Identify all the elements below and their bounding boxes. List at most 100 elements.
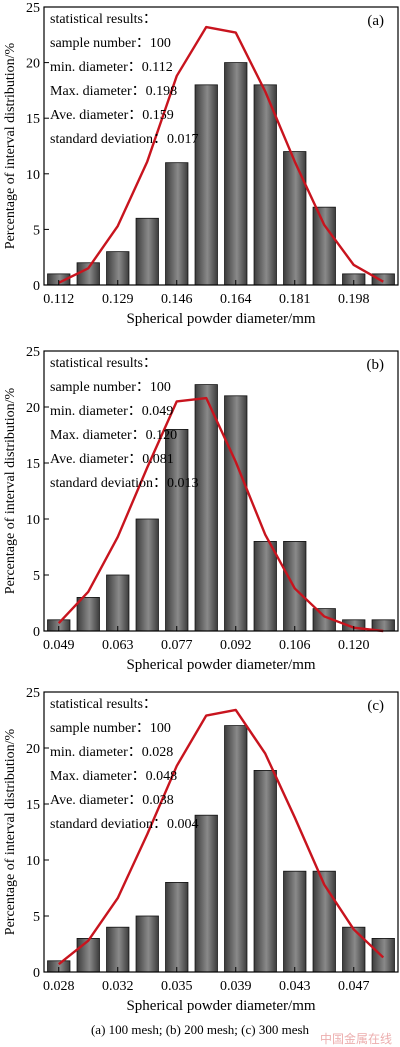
bar	[135, 518, 159, 632]
y-axis-label: Percentage of interval distribution/%	[3, 728, 18, 935]
plot-frame	[43, 350, 399, 632]
y-tick-label: 0	[33, 966, 40, 981]
distribution-fit-curve	[58, 708, 385, 966]
bar	[106, 251, 130, 286]
bar	[224, 395, 248, 632]
bar	[135, 217, 159, 286]
x-tick-label: 0.028	[43, 979, 75, 994]
bar	[253, 770, 277, 973]
x-tick-label: 0.146	[161, 292, 193, 307]
x-tick-label: 0.063	[102, 638, 134, 653]
stats-line: standard deviation：0.004	[50, 817, 199, 832]
x-tick-label: 0.077	[161, 638, 193, 653]
bar	[76, 262, 100, 286]
bar	[76, 597, 100, 632]
stats-line: Max. diameter：0.048	[50, 769, 177, 784]
x-tick-label: 0.092	[220, 638, 252, 653]
y-tick-label: 5	[33, 223, 40, 238]
bar	[165, 162, 189, 286]
x-tick-label: 0.047	[338, 979, 370, 994]
chart-panel-3: 0 5 10 15 20 25 0.028 0.032 0.035 0.039 0.043 0.047…	[3, 686, 399, 1014]
panel-label: (c)	[367, 698, 384, 714]
watermark: 中国金属在线	[319, 1032, 392, 1046]
stats-line: standard deviation：0.017	[50, 132, 199, 147]
x-tick-label: 0.129	[102, 292, 134, 307]
chart-panel-1: 0 5 10 15 20 25 0.112 0.129 0.146 0.164 0.181 0.198…	[3, 1, 399, 327]
distribution-fit-curve	[58, 25, 384, 284]
stats-line: min. diameter：0.112	[50, 60, 173, 75]
stats-line: statistical results：	[50, 697, 157, 712]
stats-line: Ave. diameter：0.038	[50, 793, 174, 808]
stats-line: min. diameter：0.028	[50, 745, 173, 760]
bar	[194, 384, 218, 632]
stats-line: statistical results：	[50, 356, 157, 371]
bar	[253, 84, 277, 286]
y-tick-label: 20	[26, 742, 40, 757]
y-tick-label: 20	[26, 57, 40, 72]
bar	[224, 725, 248, 973]
x-axis-label: Spherical powder diameter/mm	[126, 657, 315, 673]
x-tick-label: 0.181	[279, 292, 311, 307]
bar	[224, 62, 248, 286]
bar	[106, 574, 130, 632]
x-tick-label: 0.106	[279, 638, 311, 653]
distribution-fit-curve	[57, 396, 384, 633]
plot-frame	[43, 691, 399, 973]
y-tick-label: 15	[26, 457, 40, 472]
y-tick-label: 25	[26, 345, 40, 360]
x-tick-label: 0.112	[43, 292, 74, 307]
stats-line: sample number：100	[50, 380, 171, 395]
y-tick-label: 0	[33, 279, 40, 294]
y-tick-label: 15	[26, 112, 40, 127]
x-tick-label: 0.120	[338, 638, 370, 653]
bar	[106, 926, 130, 973]
y-axis-label: Percentage of interval distribution/%	[3, 42, 18, 249]
y-tick-label: 10	[26, 168, 40, 183]
y-tick-label: 10	[26, 854, 40, 869]
stats-line: Ave. diameter：0.081	[50, 452, 174, 467]
x-axis-label: Spherical powder diameter/mm	[126, 311, 315, 327]
x-tick-label: 0.043	[279, 979, 311, 994]
bar	[371, 938, 395, 973]
figure-caption: (a) 100 mesh; (b) 200 mesh; (c) 300 mesh	[90, 1022, 310, 1037]
bar	[342, 926, 366, 973]
y-tick-label: 5	[33, 910, 40, 925]
bar	[312, 206, 336, 286]
y-tick-label: 20	[26, 401, 40, 416]
stats-line: Max. diameter：0.120	[50, 428, 177, 443]
y-tick-label: 25	[26, 1, 40, 16]
chart-panel-2: 0 5 10 15 20 25 0.049 0.063 0.077 0.092 0.106 0.120…	[3, 345, 399, 673]
stats-line: sample number：100	[50, 721, 171, 736]
y-tick-label: 10	[26, 513, 40, 528]
y-axis-label: Percentage of interval distribution/%	[3, 387, 18, 594]
panel-label: (b)	[367, 357, 385, 373]
x-axis-label: Spherical powder diameter/mm	[126, 998, 315, 1014]
x-tick-label: 0.039	[220, 979, 252, 994]
x-tick-label: 0.049	[43, 638, 75, 653]
bar	[283, 870, 307, 973]
bar	[194, 84, 218, 286]
stats-line: Max. diameter：0.198	[50, 84, 177, 99]
bar	[371, 273, 395, 286]
x-tick-label: 0.164	[220, 292, 252, 307]
x-tick-label: 0.035	[161, 979, 193, 994]
y-tick-label: 0	[33, 625, 40, 640]
bar	[135, 915, 159, 973]
stats-line: statistical results：	[50, 12, 157, 27]
bar	[194, 814, 218, 973]
bar	[253, 541, 277, 632]
y-tick-label: 5	[33, 569, 40, 584]
y-tick-label: 15	[26, 798, 40, 813]
plot-frame	[43, 6, 399, 286]
x-tick-label: 0.032	[102, 979, 134, 994]
bar	[283, 151, 307, 286]
stats-line: Ave. diameter：0.159	[50, 108, 174, 123]
x-tick-label: 0.198	[338, 292, 370, 307]
bar	[76, 938, 100, 973]
stats-line: sample number：100	[50, 36, 171, 51]
stats-line: standard deviation：0.013	[50, 476, 199, 491]
panel-label: (a)	[367, 13, 384, 29]
stats-line: min. diameter：0.049	[50, 404, 173, 419]
y-tick-label: 25	[26, 686, 40, 701]
